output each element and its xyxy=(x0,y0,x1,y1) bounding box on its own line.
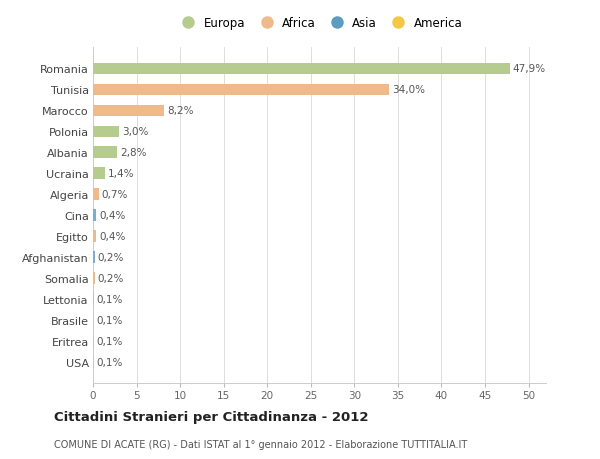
Text: 0,4%: 0,4% xyxy=(99,211,125,221)
Bar xyxy=(93,231,97,242)
Text: 2,8%: 2,8% xyxy=(120,148,146,158)
Text: 3,0%: 3,0% xyxy=(122,127,148,137)
Legend: Europa, Africa, Asia, America: Europa, Africa, Asia, America xyxy=(176,17,463,30)
Bar xyxy=(93,168,105,179)
Bar xyxy=(93,105,164,117)
Text: COMUNE DI ACATE (RG) - Dati ISTAT al 1° gennaio 2012 - Elaborazione TUTTITALIA.I: COMUNE DI ACATE (RG) - Dati ISTAT al 1° … xyxy=(54,440,467,449)
Text: 0,1%: 0,1% xyxy=(97,315,123,325)
Bar xyxy=(93,252,95,263)
Bar xyxy=(93,336,94,347)
Bar xyxy=(93,273,95,284)
Bar xyxy=(93,294,94,305)
Bar xyxy=(93,63,510,75)
Bar xyxy=(93,126,119,138)
Text: 0,2%: 0,2% xyxy=(97,252,124,263)
Text: 0,1%: 0,1% xyxy=(97,295,123,304)
Text: 0,4%: 0,4% xyxy=(99,232,125,241)
Text: 47,9%: 47,9% xyxy=(513,64,546,74)
Text: 0,1%: 0,1% xyxy=(97,336,123,347)
Bar xyxy=(93,357,94,368)
Bar xyxy=(93,189,99,201)
Text: 0,1%: 0,1% xyxy=(97,357,123,367)
Bar xyxy=(93,210,97,222)
Text: 8,2%: 8,2% xyxy=(167,106,194,116)
Text: 0,2%: 0,2% xyxy=(97,274,124,284)
Bar xyxy=(93,84,389,96)
Text: Cittadini Stranieri per Cittadinanza - 2012: Cittadini Stranieri per Cittadinanza - 2… xyxy=(54,410,368,423)
Bar xyxy=(93,315,94,326)
Bar xyxy=(93,147,118,159)
Text: 1,4%: 1,4% xyxy=(108,169,134,179)
Text: 0,7%: 0,7% xyxy=(102,190,128,200)
Text: 34,0%: 34,0% xyxy=(392,85,425,95)
